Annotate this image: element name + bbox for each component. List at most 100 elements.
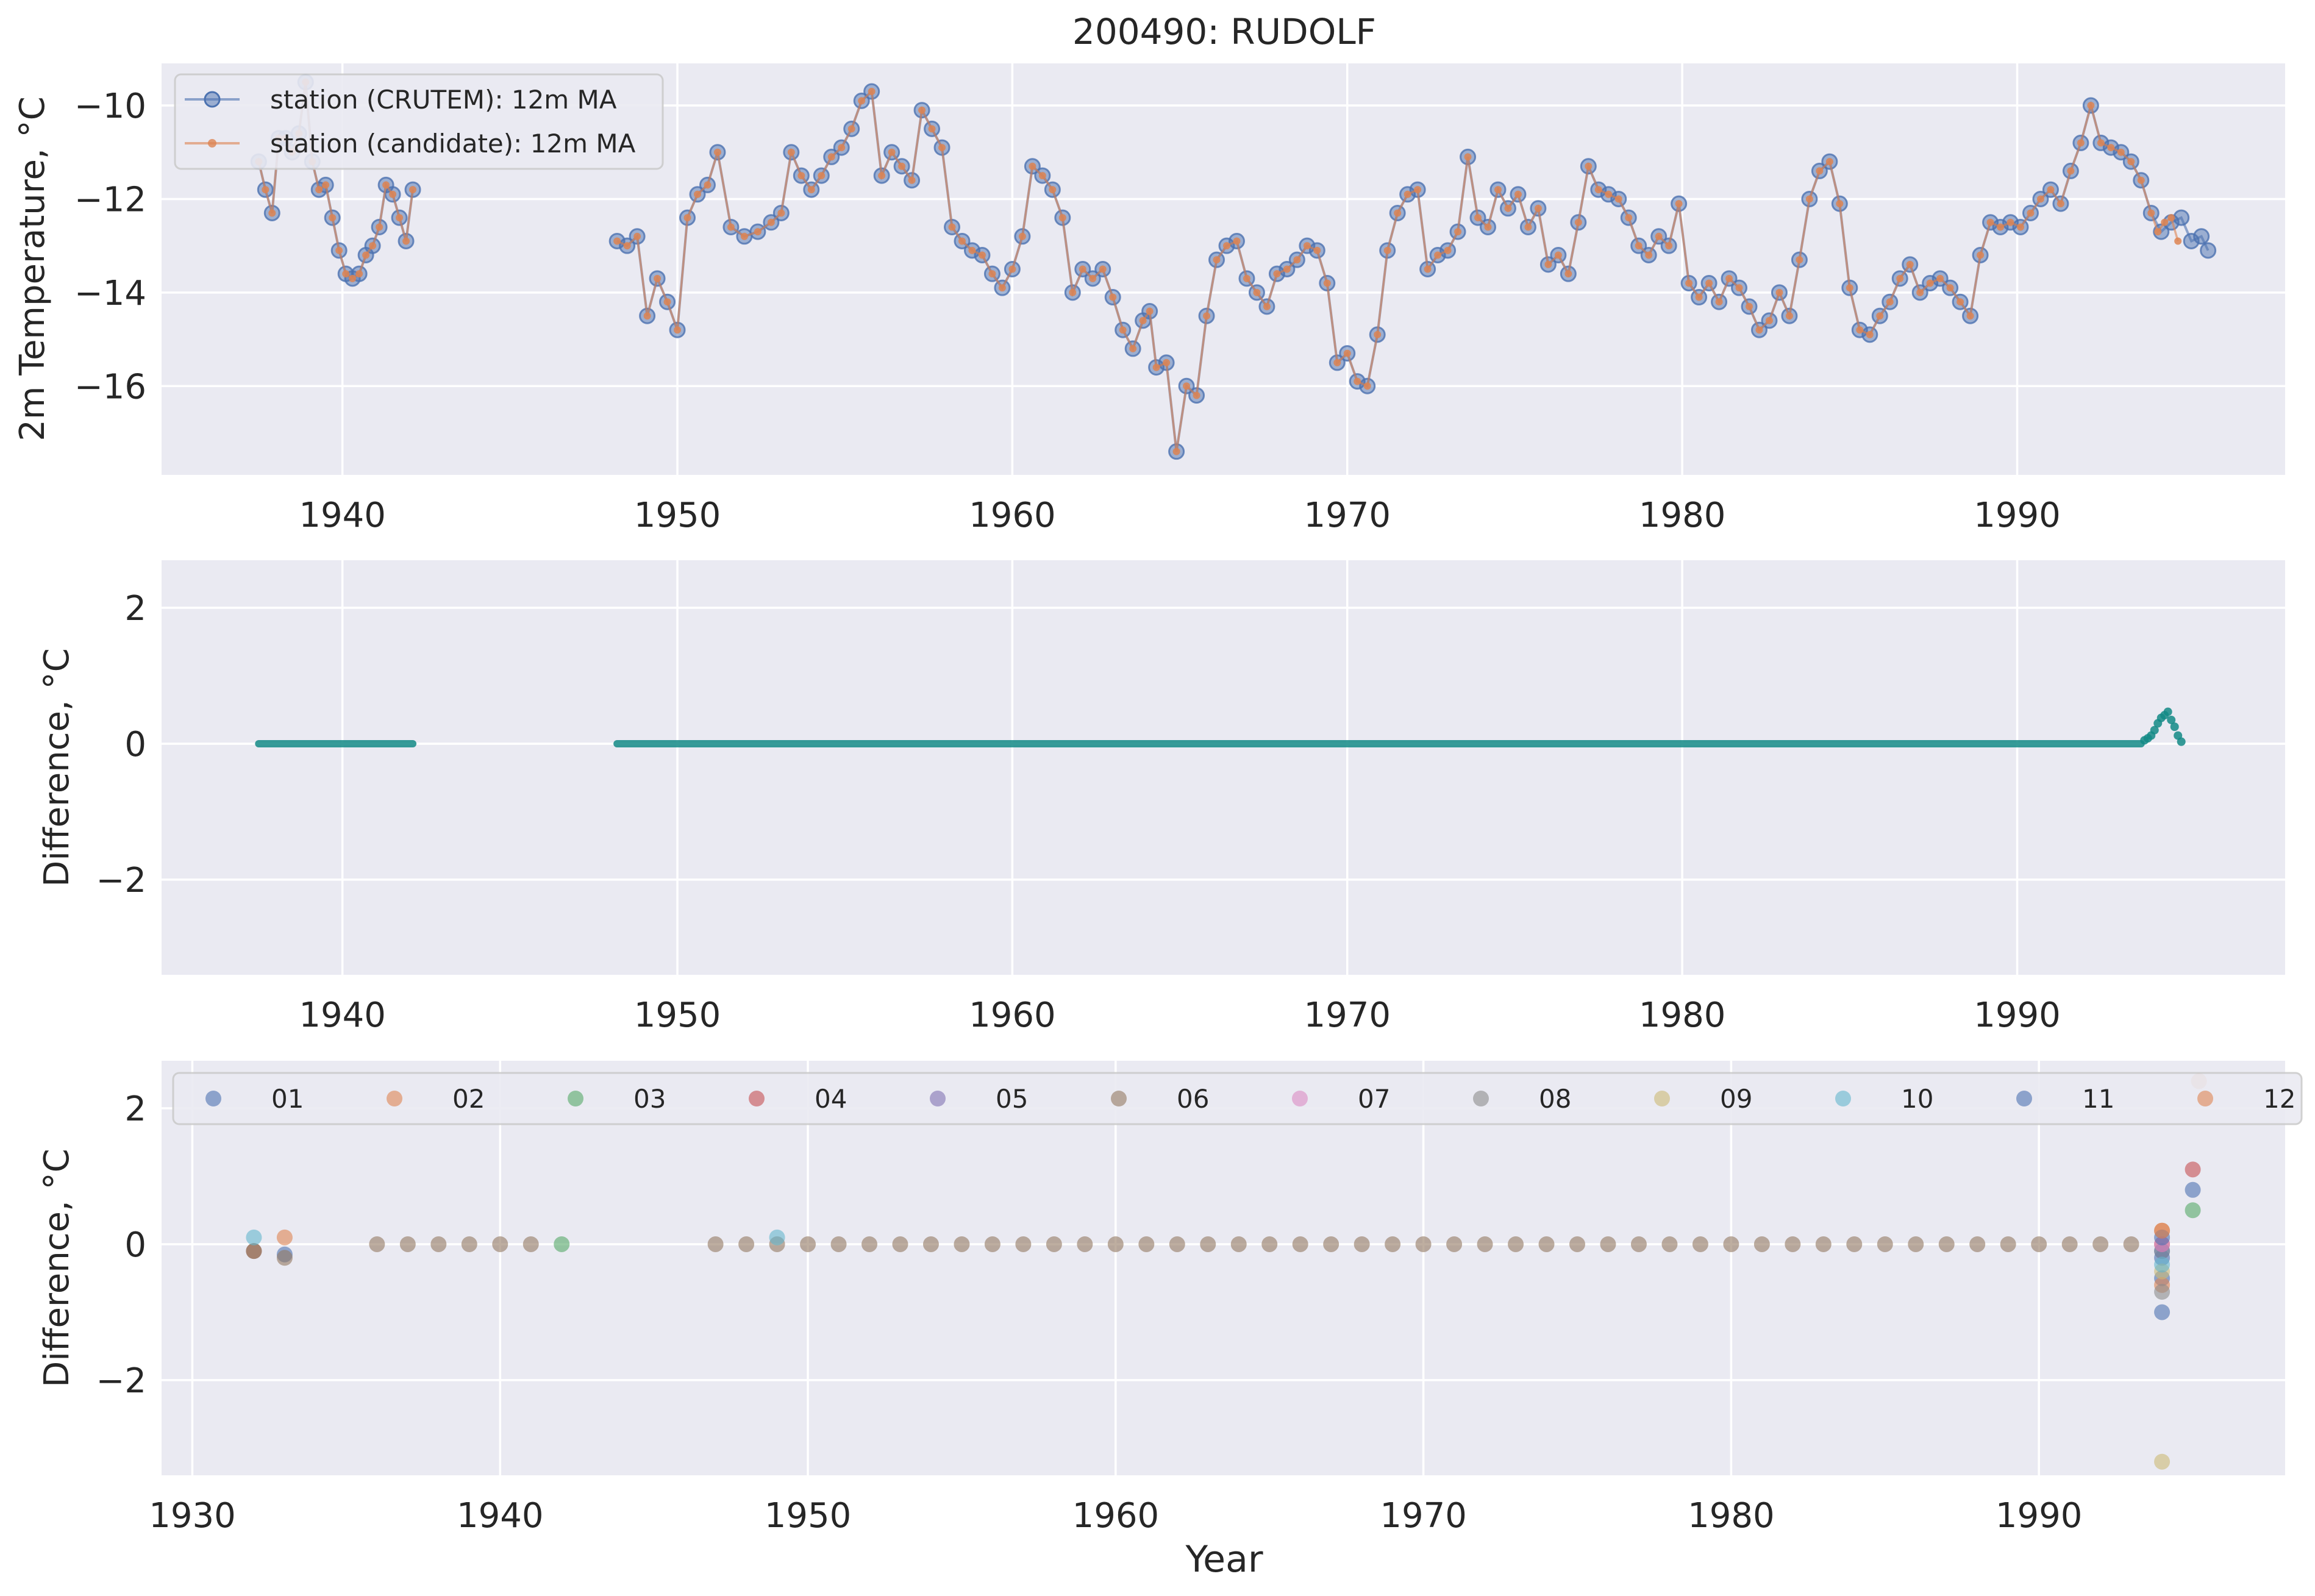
data-point-candidate bbox=[1213, 256, 1221, 264]
data-point-candidate bbox=[1233, 237, 1241, 245]
data-point-candidate bbox=[1323, 279, 1331, 287]
data-point-candidate bbox=[376, 223, 383, 231]
legend-marker-crutem bbox=[204, 91, 221, 108]
legend-marker-month bbox=[1654, 1091, 1670, 1106]
data-point-candidate bbox=[1926, 279, 1934, 287]
data-point-candidate bbox=[1049, 186, 1057, 194]
data-point-candidate bbox=[1424, 265, 1432, 273]
month-point-06 bbox=[492, 1236, 508, 1252]
x-tick-label: 1960 bbox=[969, 996, 1056, 1035]
legend-marker-month bbox=[2197, 1091, 2213, 1106]
y-axis-label-difference: Difference, °C bbox=[37, 648, 77, 886]
legend-marker-month bbox=[568, 1091, 583, 1106]
data-point-candidate bbox=[1253, 288, 1261, 296]
month-point-06 bbox=[1169, 1236, 1185, 1252]
data-point-candidate bbox=[613, 237, 621, 245]
data-point-candidate bbox=[2036, 195, 2044, 203]
data-point-candidate bbox=[1283, 265, 1291, 273]
data-point-candidate bbox=[1886, 298, 1894, 306]
x-tick-label: 1950 bbox=[634, 496, 721, 535]
month-point-06 bbox=[1107, 1236, 1124, 1252]
data-point-candidate bbox=[1715, 298, 1723, 306]
month-point-06 bbox=[1015, 1236, 1032, 1252]
data-point-candidate bbox=[1896, 274, 1904, 282]
data-point-candidate bbox=[2107, 144, 2115, 152]
data-point-candidate bbox=[1695, 293, 1703, 301]
data-point-candidate bbox=[958, 237, 966, 245]
gridlines-temperature bbox=[162, 63, 2285, 475]
data-point-candidate bbox=[1058, 214, 1066, 222]
x-tick-label: 1990 bbox=[1996, 1496, 2083, 1536]
data-point-candidate bbox=[2161, 218, 2169, 226]
legend-marker-month bbox=[387, 1091, 402, 1106]
x-tick-label: 1990 bbox=[1974, 496, 2061, 535]
legend-label-month: 01 bbox=[271, 1084, 304, 1114]
data-point-candidate bbox=[1755, 326, 1763, 334]
tick-labels-temperature: 1940 1950 1960 1970 1980 1990 −10 −12 −14 −16 bbox=[74, 87, 2061, 535]
x-tick-label: 1970 bbox=[1304, 996, 1391, 1035]
legend-marker-month bbox=[205, 1091, 221, 1106]
data-point-candidate bbox=[1193, 391, 1200, 399]
data-point-candidate bbox=[1916, 288, 1924, 296]
data-point-candidate bbox=[2077, 139, 2085, 147]
month-point-06 bbox=[1508, 1236, 1524, 1252]
data-point-candidate bbox=[396, 214, 404, 222]
data-point-candidate bbox=[2154, 228, 2162, 236]
data-point-candidate bbox=[797, 172, 805, 180]
legend-marker-month bbox=[2016, 1091, 2032, 1106]
month-point-06 bbox=[1292, 1236, 1308, 1252]
legend-label-month: 12 bbox=[2263, 1084, 2295, 1114]
month-point-06 bbox=[1200, 1236, 1216, 1252]
data-point-crutem bbox=[2173, 209, 2190, 226]
data-point-candidate bbox=[389, 190, 397, 198]
x-tick-label: 1930 bbox=[149, 1496, 236, 1536]
data-point-candidate bbox=[2016, 223, 2024, 231]
data-point-candidate bbox=[1069, 288, 1077, 296]
data-point-candidate bbox=[1977, 251, 1985, 259]
month-point-06 bbox=[1969, 1236, 1986, 1252]
data-point-candidate bbox=[1333, 358, 1341, 366]
data-point-candidate bbox=[918, 106, 926, 114]
x-tick-label: 1940 bbox=[457, 1496, 544, 1536]
month-point-06 bbox=[399, 1236, 416, 1252]
data-point-candidate bbox=[787, 148, 795, 156]
data-point-candidate bbox=[1524, 223, 1532, 231]
data-point-candidate bbox=[1146, 307, 1154, 315]
data-point-candidate bbox=[1685, 279, 1693, 287]
data-point-candidate bbox=[1574, 218, 1582, 226]
data-point-candidate bbox=[847, 125, 855, 133]
data-point-candidate bbox=[1765, 316, 1773, 324]
data-point-candidate bbox=[1474, 214, 1482, 222]
x-tick-label: 1940 bbox=[299, 496, 386, 535]
y-tick-label: −2 bbox=[96, 861, 146, 900]
data-point-crutem bbox=[2200, 242, 2217, 259]
month-point-06 bbox=[738, 1236, 755, 1252]
data-point-candidate bbox=[1816, 167, 1824, 175]
data-point-candidate bbox=[2047, 186, 2055, 194]
data-point-candidate bbox=[2167, 214, 2175, 222]
legend-label-month: 11 bbox=[2082, 1084, 2114, 1114]
month-point-06 bbox=[1630, 1236, 1647, 1252]
data-point-candidate bbox=[1018, 232, 1026, 240]
data-point-candidate bbox=[1313, 246, 1321, 254]
data-point-candidate bbox=[838, 144, 846, 152]
month-point-06 bbox=[1446, 1236, 1463, 1252]
data-point-candidate bbox=[409, 186, 417, 194]
data-point-candidate bbox=[1183, 382, 1191, 390]
legend-label-candidate: station (candidate): 12m MA bbox=[270, 129, 636, 159]
data-point-candidate bbox=[1564, 270, 1572, 278]
month-point-06 bbox=[861, 1236, 877, 1252]
x-tick-label: 1950 bbox=[634, 996, 721, 1035]
data-point-candidate bbox=[1434, 251, 1442, 259]
legend-marker-month bbox=[1835, 1091, 1851, 1106]
data-point-candidate bbox=[1614, 195, 1622, 203]
month-point-06 bbox=[2092, 1236, 2109, 1252]
data-point-candidate bbox=[1303, 242, 1311, 250]
data-point-candidate bbox=[1414, 186, 1422, 194]
figure-title: 200490: RUDOLF bbox=[1072, 11, 1376, 52]
data-point-candidate bbox=[1856, 326, 1864, 334]
data-point-candidate bbox=[1089, 274, 1097, 282]
data-point-candidate bbox=[1514, 190, 1522, 198]
difference-point bbox=[2150, 725, 2159, 735]
data-point-candidate bbox=[1129, 344, 1137, 352]
